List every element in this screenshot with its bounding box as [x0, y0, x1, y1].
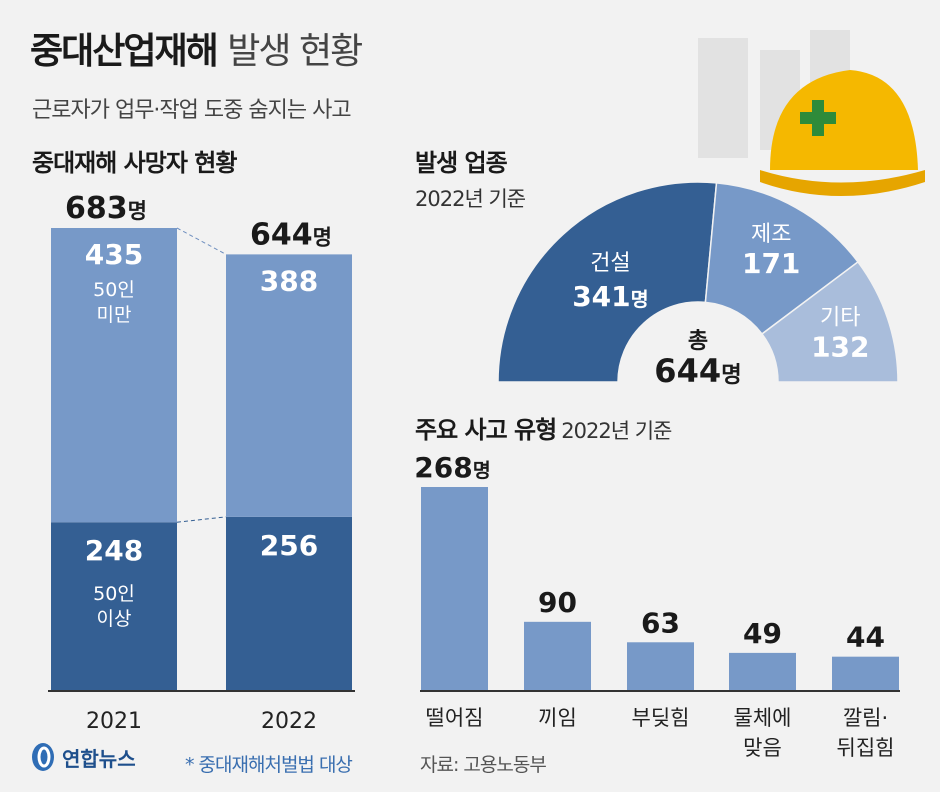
x-tick-label: 2021: [86, 709, 142, 734]
bar-segment-under50: [51, 228, 177, 523]
accident-category-label: 깔림·: [843, 706, 888, 730]
logo-icon: [32, 743, 54, 771]
accident-bar: [524, 621, 591, 690]
yonhap-logo: 연합뉴스: [28, 742, 136, 772]
donut-slice-3: [760, 260, 899, 383]
accident-value-label: 268명: [414, 451, 490, 484]
series-label-under50: 50인: [93, 279, 135, 301]
accident-value-label: 49: [743, 617, 782, 650]
accident-category-label: 뒤집힘: [837, 736, 895, 760]
accident-bar: [832, 656, 899, 690]
accident-chart-subtitle: 2022년 기준: [561, 419, 672, 443]
accident-category-label: 맞음: [743, 736, 782, 760]
series-label-under50: 미만: [97, 304, 132, 326]
bar-value-label: 435: [85, 238, 143, 271]
slice-value-label: 341명: [572, 280, 648, 313]
slice-category-label: 건설: [590, 251, 630, 276]
donut-center-value: 644명: [654, 352, 741, 390]
industry-chart-subtitle: 2022년 기준: [415, 187, 526, 211]
logo-text: 연합뉴스: [62, 746, 136, 771]
bar-segment-50plus: [226, 516, 352, 690]
accident-category-label: 떨어짐: [426, 706, 484, 730]
donut-slice-2: [704, 182, 859, 336]
slice-value-label: 132: [811, 331, 869, 364]
accident-category-label: 끼임: [538, 706, 577, 730]
series-label-50plus: 50인: [93, 583, 135, 605]
stacked-chart-title: 중대재해 사망자 현황: [32, 149, 237, 177]
connector-line: [176, 516, 227, 523]
page-title: 중대산업재해 발생 현황: [30, 22, 363, 74]
donut-slice-1: [497, 181, 718, 383]
accident-category-label: 물체에: [734, 706, 792, 730]
accident-bar: [729, 652, 796, 690]
slice-value-label: 171: [742, 247, 800, 280]
industry-chart-title: 발생 업종: [415, 149, 508, 177]
bar-total-label: 683명: [65, 191, 147, 226]
donut-center-label: 총: [688, 329, 708, 354]
subtitle: 근로자가 업무·작업 도중 숨지는 사고: [32, 98, 352, 123]
bar-value-label: 248: [85, 534, 143, 567]
source: 자료: 고용노동부: [420, 754, 547, 776]
helmet-icon: [760, 70, 925, 196]
bar-total-label: 644명: [250, 217, 332, 252]
slice-category-label: 제조: [751, 222, 791, 247]
bar-value-label: 256: [260, 529, 318, 562]
bar-value-label: 388: [260, 264, 318, 297]
title-bold: 중대산업재해: [30, 31, 219, 72]
bar-segment-50plus: [51, 522, 177, 690]
slice-category-label: 기타: [820, 306, 860, 331]
footnote: * 중대재해처벌법 대상: [185, 754, 353, 776]
connector-line: [176, 227, 227, 255]
accident-bar: [627, 642, 694, 690]
x-tick-label: 2022: [261, 709, 317, 734]
accident-bar: [421, 487, 488, 690]
accident-value-label: 44: [846, 621, 885, 654]
helmet-illustration: [698, 30, 925, 196]
series-label-50plus: 이상: [97, 608, 132, 630]
accident-chart-title: 주요 사고 유형: [415, 416, 557, 444]
accident-value-label: 90: [538, 586, 577, 619]
accident-category-label: 부딪힘: [632, 706, 690, 730]
title-light: 발생 현황: [227, 31, 363, 72]
accident-value-label: 63: [641, 606, 680, 639]
bar-segment-under50: [226, 254, 352, 517]
